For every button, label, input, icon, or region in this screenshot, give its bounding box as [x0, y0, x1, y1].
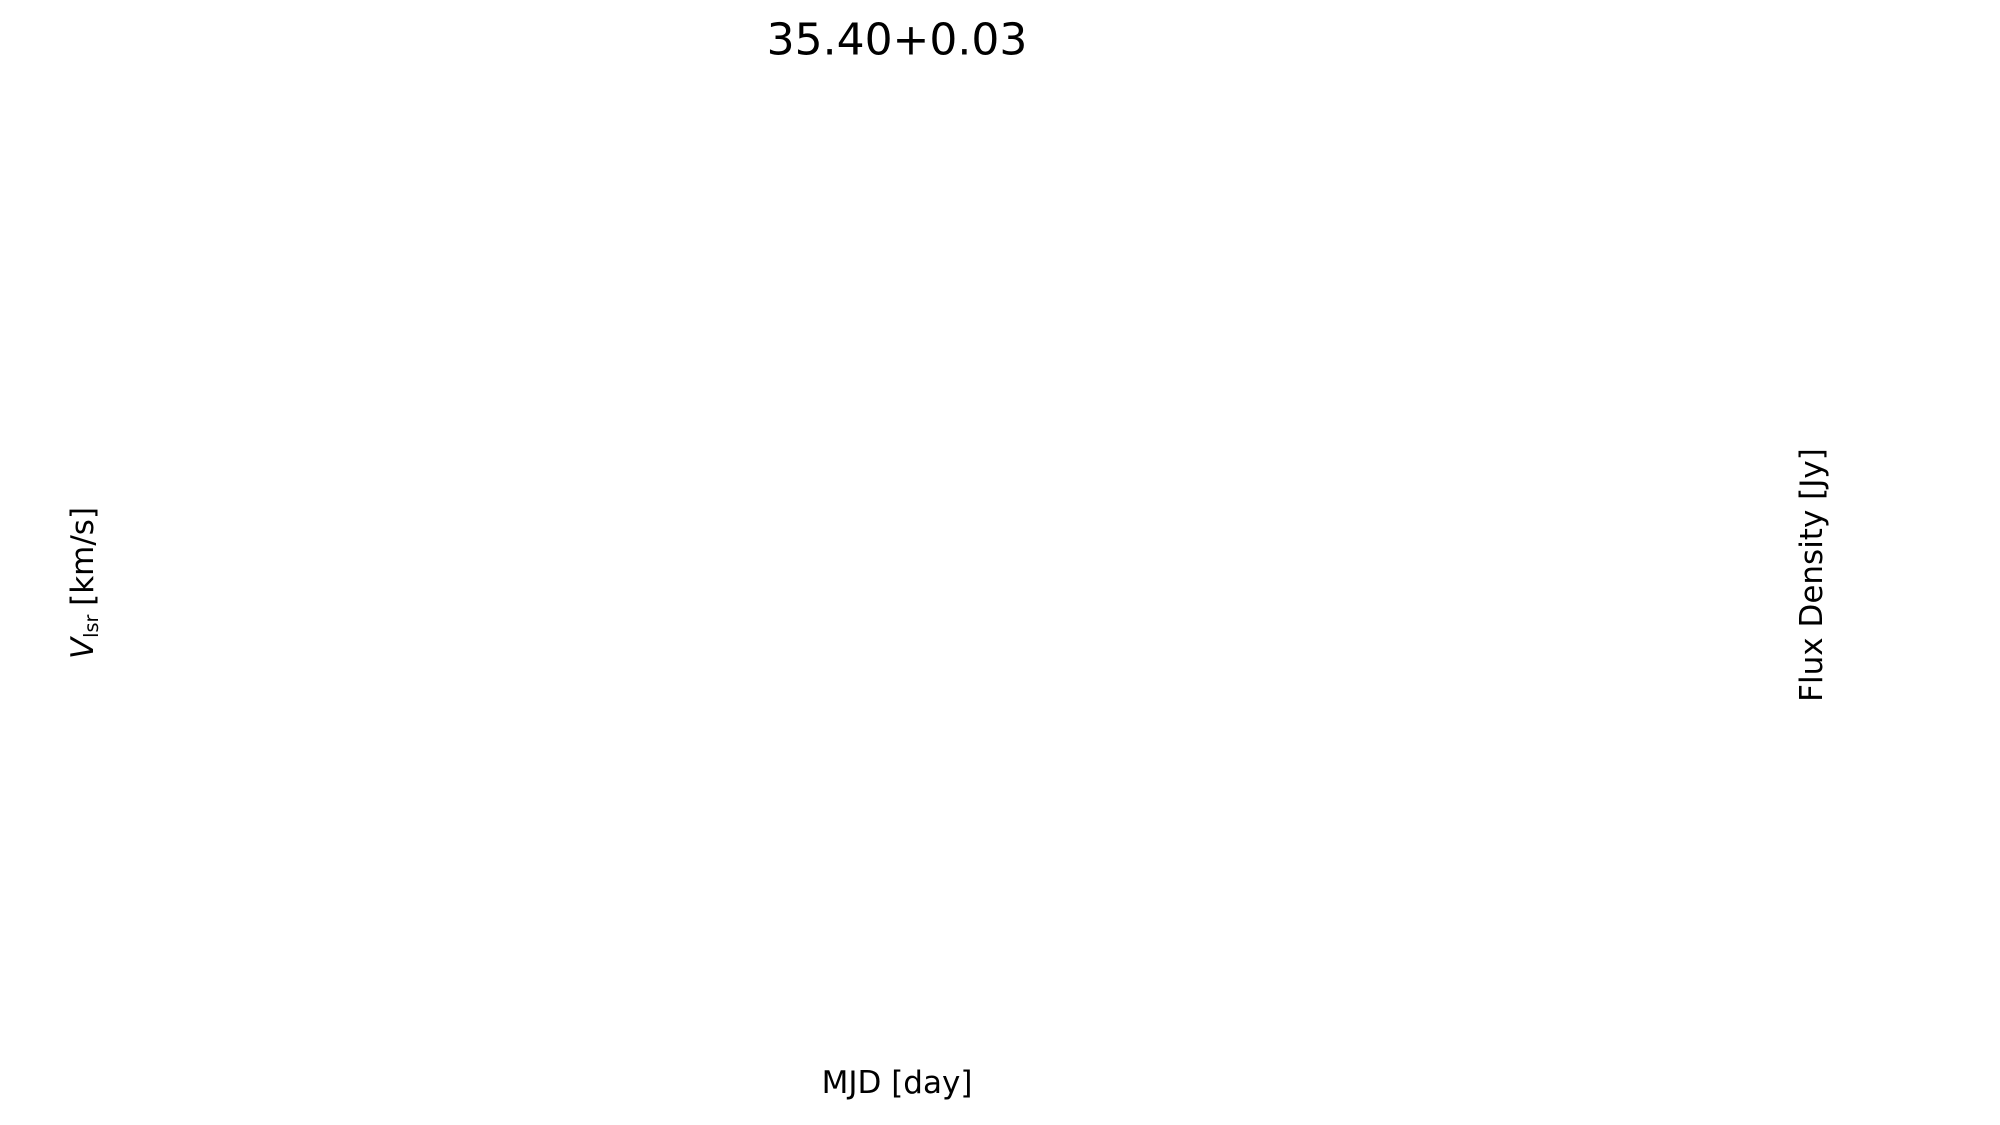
figure: 35.40+0.03 MJD [day] Vlsr[km/s] Flux Den…	[0, 0, 2000, 1125]
plot-canvas	[0, 0, 2000, 1125]
